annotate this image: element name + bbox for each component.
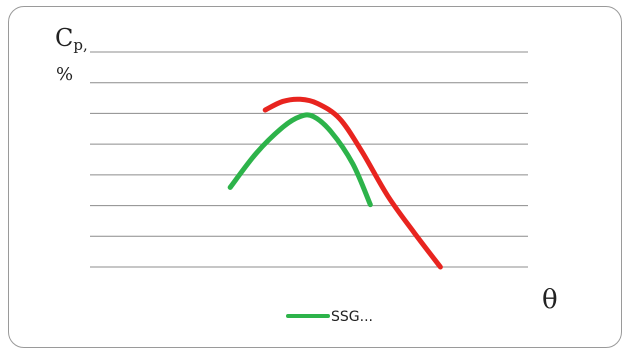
- chart-frame: [8, 6, 622, 348]
- x-axis-label: θ: [542, 285, 558, 315]
- y-axis-unit: %: [56, 64, 73, 85]
- legend-label: SSG...: [331, 309, 373, 325]
- y-axis-label: Cp,: [55, 24, 88, 54]
- series-lines: [227, 96, 443, 270]
- chart: Cp, % θ SSG...: [55, 24, 558, 325]
- legend: SSG...: [286, 309, 373, 325]
- series-line-green: [227, 112, 373, 208]
- series-line-red: [262, 96, 443, 270]
- grid-lines: [90, 51, 528, 268]
